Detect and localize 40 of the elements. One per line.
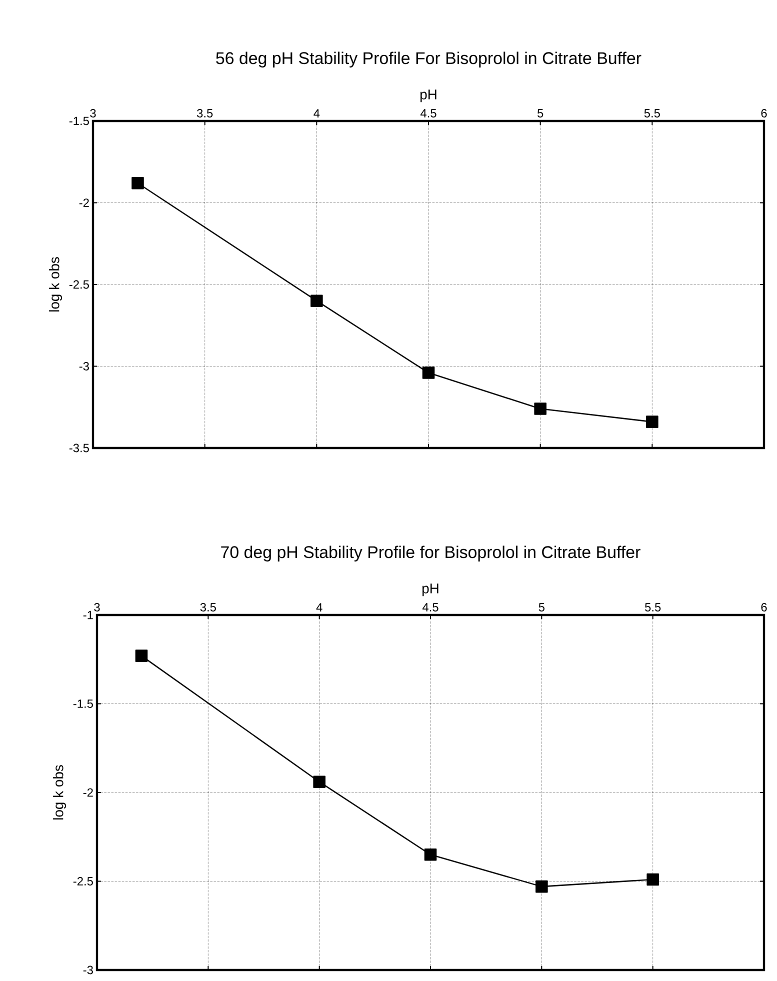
x-tick-label: 6: [761, 603, 767, 612]
x-tick-label: 4.5: [420, 109, 436, 118]
point: [646, 873, 659, 886]
x-tick-label: 4.5: [422, 603, 438, 612]
x-tick-label: 3.5: [200, 603, 216, 612]
x-tick-label: 3: [90, 109, 96, 118]
point: [135, 650, 148, 662]
x-tick-label: 5.5: [645, 603, 661, 612]
x-tick-label: 4: [314, 109, 320, 118]
x-tick-label: 5: [537, 109, 544, 118]
x-tick-label: 3: [94, 603, 100, 612]
y-tick-label: -3: [83, 966, 93, 974]
x-tick-label: 4: [316, 603, 322, 612]
point: [424, 848, 437, 861]
y-tick-label: -1: [83, 610, 93, 620]
point: [534, 402, 546, 415]
x-axis-title: pH: [422, 584, 438, 596]
x-axis-title: pH: [420, 90, 436, 102]
y-axis-title: log k obs: [49, 257, 62, 312]
y-tick-label: -3.5: [69, 444, 89, 452]
point: [646, 416, 658, 428]
x-tick-label: 3.5: [196, 109, 213, 118]
y-tick-label: -2.5: [73, 877, 93, 886]
chart-title: 56 deg pH Stability Profile For Bisoprolol in Citrate Buffer: [216, 52, 642, 68]
point: [132, 176, 144, 190]
x-tick-label: 5.5: [644, 109, 660, 118]
x-tick-label: 5: [538, 603, 544, 612]
x-tick-label: 6: [761, 109, 767, 118]
point: [313, 776, 326, 788]
y-tick-label: -1.5: [73, 700, 93, 708]
y-axis-title: log k obs: [53, 765, 66, 820]
y-tick-label: -2: [83, 788, 93, 797]
point: [422, 366, 435, 379]
point: [310, 294, 323, 307]
y-tick-label: -2.5: [69, 280, 89, 289]
chart-title: 70 deg pH Stability Profile for Bisoprolol in Citrate Buffer: [221, 546, 640, 562]
y-tick-label: -3: [79, 362, 89, 370]
y-tick-label: -1.5: [69, 116, 89, 126]
y-tick-label: -2: [79, 198, 89, 207]
point: [536, 880, 548, 893]
